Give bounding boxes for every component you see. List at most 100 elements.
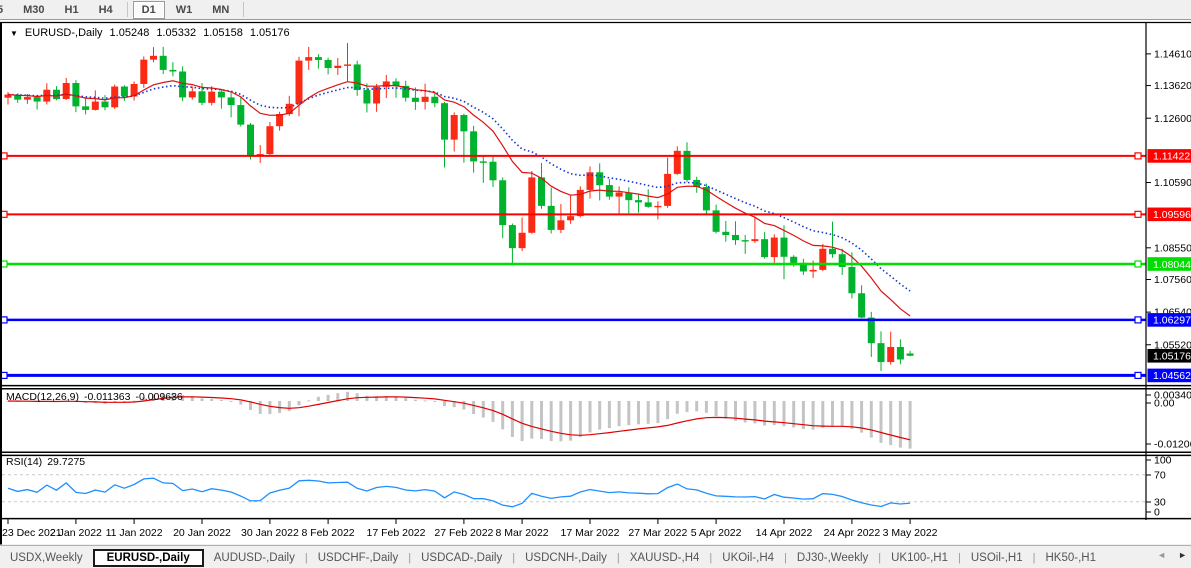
candle-body	[392, 81, 400, 86]
candle-body	[431, 96, 439, 104]
candle-body	[858, 293, 866, 318]
timeframe-button-5[interactable]: 5	[0, 3, 4, 16]
tab-usoil-h1[interactable]: USOil-,H1	[970, 551, 1023, 564]
price-badge-label: 1.09596	[1153, 209, 1191, 221]
candle-body	[150, 55, 157, 60]
candle-body	[120, 86, 128, 97]
price-badge-1.11422	[1147, 149, 1191, 163]
macd-histogram-bar	[646, 401, 650, 424]
tab-ukoil-h4[interactable]: UKOil-,H4	[722, 551, 775, 564]
candle-body	[586, 172, 594, 190]
candle-body	[635, 200, 642, 203]
candle-body	[877, 343, 885, 363]
macd-histogram-bar	[142, 397, 146, 401]
line-handle[interactable]	[1134, 210, 1142, 218]
price-badge-label: 1.06297	[1153, 315, 1191, 327]
macd-signal-line	[7, 396, 911, 441]
macd-histogram-bar	[734, 401, 737, 421]
line-handle[interactable]	[1134, 371, 1142, 380]
macd-histogram-bar	[695, 401, 699, 412]
tab-usdchf-daily[interactable]: USDCHF-,Daily	[317, 551, 399, 564]
candle-body	[344, 64, 351, 66]
tab-separator: |	[304, 551, 308, 564]
tab-usdcnh-daily[interactable]: USDCNH-,Daily	[525, 551, 607, 564]
macd-histogram-bar	[714, 401, 718, 416]
tab-separator: |	[1032, 551, 1036, 564]
chart-frame-left	[0, 22, 2, 545]
macd-histogram-bar	[898, 401, 902, 448]
timeframe-toolbar: 5 M30 H1 H4 D1 W1 MN	[0, 0, 1191, 20]
tab-separator: |	[408, 551, 412, 564]
date-tick-label: 27 Mar 2022	[628, 527, 687, 539]
candle-body	[188, 91, 196, 98]
candle-body	[770, 237, 778, 258]
macd-histogram-bar	[365, 395, 369, 401]
macd-histogram-bar	[229, 401, 233, 402]
tabs-scroll-right-icon[interactable]: ►	[1178, 550, 1187, 560]
rsi-name: RSI(14)	[6, 456, 43, 468]
candle-body	[518, 232, 526, 249]
timeframe-button-h1[interactable]: H1	[64, 3, 79, 16]
timeframe-button-m30[interactable]: M30	[23, 3, 45, 16]
candle-body	[799, 262, 807, 272]
candle-body	[353, 64, 361, 91]
candle-body	[179, 71, 187, 98]
chart-tabs: USDX,Weekly EURUSD-,Daily AUDUSD-,Daily | US…	[0, 545, 1191, 568]
candle-body	[33, 97, 41, 102]
line-handle[interactable]	[1134, 316, 1142, 324]
price-tick-label: 1.08550	[1154, 242, 1191, 254]
macd-histogram-bar	[190, 396, 194, 401]
macd-histogram-bar	[404, 398, 408, 401]
timeframe-button-w1[interactable]: W1	[175, 3, 193, 16]
macd-histogram-bar	[239, 401, 243, 405]
macd-histogram-bar	[394, 396, 398, 401]
macd-histogram-bar	[152, 394, 155, 401]
tab-audusd-daily[interactable]: AUDUSD-,Daily	[213, 551, 295, 564]
tab-separator: |	[958, 551, 961, 564]
symbol-dropdown-icon[interactable]: ▼	[10, 28, 18, 38]
macd-histogram-bar	[452, 401, 456, 408]
tab-uk100-h1[interactable]: UK100-,H1	[891, 551, 949, 564]
macd-histogram-bar	[889, 401, 893, 446]
tab-usdcad-daily[interactable]: USDCAD-,Daily	[421, 551, 503, 564]
candle-body	[276, 114, 284, 127]
candle-body	[829, 248, 836, 255]
candle-body	[819, 248, 827, 270]
macd-indicator-label: MACD(12,26,9) -0.011363 -0.009636	[6, 391, 183, 403]
macd-histogram-bar	[627, 401, 631, 426]
macd-histogram-bar	[782, 401, 786, 427]
price-badge-1.08044	[1147, 257, 1191, 271]
candle-body	[470, 131, 478, 162]
macd-histogram-bar	[850, 401, 854, 429]
timeframe-button-h4[interactable]: H4	[98, 3, 113, 16]
timeframe-button-d1[interactable]: D1	[132, 0, 165, 19]
macd-histogram-bar	[181, 395, 185, 401]
macd-histogram-bar	[743, 401, 747, 423]
macd-tick-label: -0.012066	[1154, 439, 1191, 451]
macd-histogram-bar	[607, 401, 611, 429]
candle-body	[334, 65, 342, 68]
tab-xauusd-h4[interactable]: XAUUSD-,H4	[629, 551, 700, 564]
tab-eurusd-daily[interactable]: EURUSD-,Daily	[92, 548, 204, 567]
line-handle[interactable]	[1134, 152, 1142, 160]
tabs-scroll-left-icon[interactable]: ◄	[1157, 550, 1167, 560]
candle-body	[23, 97, 31, 100]
macd-histogram-bar	[161, 393, 165, 401]
timeframe-button-mn[interactable]: MN	[212, 3, 230, 16]
tab-dj30-weekly[interactable]: DJ30-,Weekly	[796, 551, 869, 564]
macd-histogram-bar	[530, 401, 534, 439]
macd-histogram-bar	[801, 401, 805, 429]
toolbar-separator	[243, 2, 245, 17]
line-handle[interactable]	[1134, 260, 1142, 268]
macd-name: MACD(12,26,9)	[6, 391, 79, 403]
candle-body	[848, 267, 856, 294]
candle-body	[305, 57, 313, 61]
tab-usdx-weekly[interactable]: USDX,Weekly	[10, 551, 83, 564]
tab-hk50-h1[interactable]: HK50-,H1	[1045, 551, 1097, 564]
candle-body	[780, 237, 788, 257]
candle-body	[557, 220, 565, 230]
candle-body	[237, 105, 245, 125]
rsi-value: 29.7275	[47, 456, 86, 468]
price-badge-label: 1.04562	[1153, 370, 1191, 382]
